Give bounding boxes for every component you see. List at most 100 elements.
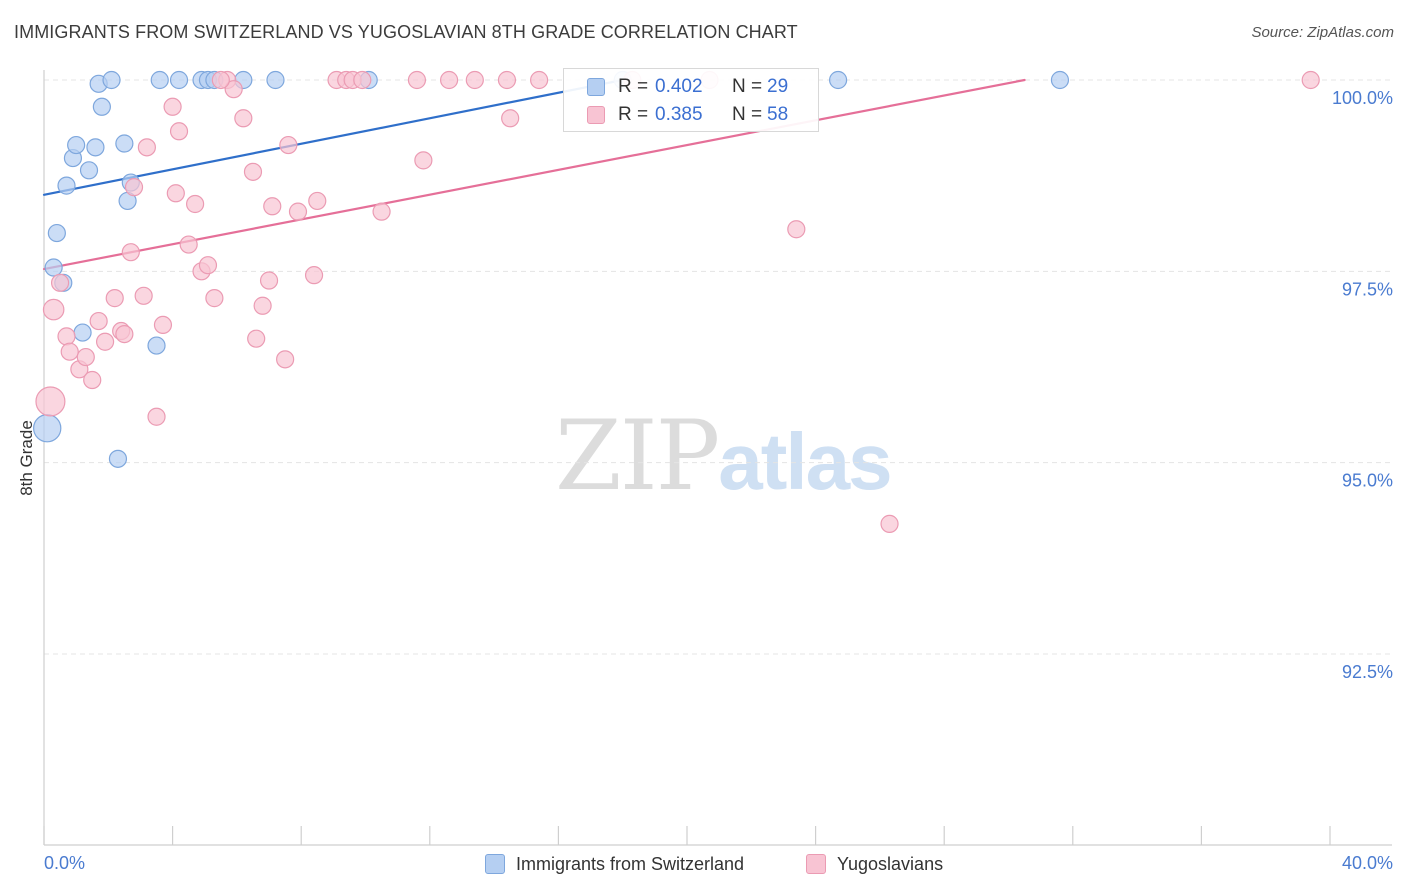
x-tick-label: 40.0% [1342,853,1393,873]
y-tick-label: 97.5% [1342,279,1393,299]
point-yugoslavians [501,109,520,128]
point-yugoslavians [76,347,95,367]
point-yugoslavians [169,122,189,141]
point-switzerland [829,70,848,90]
n-value: 29 [767,76,789,97]
n-label: N = [732,104,763,125]
point-yugoslavians [407,70,427,90]
point-yugoslavians [530,70,549,90]
correlation-legend: R = 0.402 N = 29 R = 0.385 N = 58 [563,68,819,132]
point-yugoslavians [414,151,433,170]
point-switzerland [1050,70,1070,90]
axes [43,70,1392,846]
point-yugoslavians [497,70,517,90]
point-yugoslavians [224,80,243,99]
point-yugoslavians [153,315,173,335]
point-yugoslavians [50,273,70,292]
point-yugoslavians [247,329,266,348]
point-switzerland [67,135,86,155]
point-yugoslavians [89,311,108,331]
source-note: Source: ZipAtlas.com [1251,24,1394,41]
n-value: 58 [767,104,789,125]
legend-swatch-pink [806,854,826,874]
legend-swatch-blue [485,854,505,874]
point-yugoslavians [163,97,182,116]
point-yugoslavians [279,135,298,155]
series-legend: Immigrants from Switzerland Yugoslavians [0,852,1406,878]
point-yugoslavians [179,235,198,254]
point-switzerland [147,336,166,355]
point-yugoslavians [60,342,79,361]
point-yugoslavians [57,327,76,346]
point-yugoslavians [243,162,263,181]
r-value: 0.402 [655,76,703,97]
point-switzerland [266,70,285,90]
point-yugoslavians [465,70,484,90]
watermark-atlas: atlas [718,417,892,506]
point-yugoslavians [42,298,65,321]
point-yugoslavians [1301,70,1320,90]
point-switzerland [102,70,121,90]
point-yugoslavians [288,202,308,221]
point-yugoslavians [253,296,272,315]
r-value: 0.385 [655,104,703,125]
point-yugoslavians [147,407,166,426]
point-yugoslavians [115,324,134,344]
r-label: R = [618,104,649,125]
point-yugoslavians [439,70,459,90]
point-switzerland [57,176,76,195]
trend-line-yugoslavians [42,78,1026,271]
legend-label: Immigrants from Switzerland [516,854,745,874]
y-tick-label: 92.5% [1342,662,1393,682]
point-yugoslavians [35,386,66,417]
legend-swatch-pink [587,106,605,124]
point-switzerland [92,97,111,116]
data-points [33,70,1320,533]
point-yugoslavians [205,289,224,308]
trend-lines [42,78,1026,271]
point-yugoslavians [105,289,124,308]
point-switzerland [86,138,105,157]
watermark: ZIPatlas [555,400,893,512]
point-yugoslavians [234,109,253,128]
point-switzerland [33,414,62,443]
point-yugoslavians [308,191,327,211]
point-yugoslavians [880,514,899,533]
point-yugoslavians [211,70,230,90]
point-switzerland [150,70,169,90]
point-yugoslavians [83,370,102,390]
y-axis-label: 8th Grade [17,420,36,496]
point-switzerland [108,449,128,468]
y-tick-label: 95.0% [1342,471,1393,491]
point-yugoslavians [186,194,205,214]
tick-labels: 100.0% 97.5% 95.0% 92.5% 0.0% 40.0% [44,88,1393,873]
point-yugoslavians [263,197,282,216]
point-yugoslavians [372,202,391,221]
n-label: N = [732,76,763,97]
point-switzerland [169,70,189,90]
point-switzerland [115,134,134,153]
chart-title: IMMIGRANTS FROM SWITZERLAND VS YUGOSLAVI… [14,22,798,42]
point-switzerland [79,161,99,180]
x-tick-label: 0.0% [44,853,85,873]
point-yugoslavians [166,184,185,203]
point-yugoslavians [787,220,806,239]
legend-label: Yugoslavians [837,854,944,874]
point-yugoslavians [198,256,218,275]
point-yugoslavians [121,243,140,262]
point-yugoslavians [276,350,295,369]
y-tick-label: 100.0% [1332,88,1393,108]
point-yugoslavians [124,178,144,197]
point-yugoslavians [304,266,324,285]
point-switzerland [44,258,63,277]
legend-swatch-blue [587,78,605,96]
trend-line-switzerland [42,78,624,196]
point-yugoslavians [95,332,115,351]
point-yugoslavians [137,138,156,157]
point-yugoslavians [259,271,279,290]
watermark-zip: ZIP [555,400,720,512]
point-switzerland [47,223,66,243]
point-switzerland [73,323,92,342]
point-yugoslavians [353,70,372,90]
